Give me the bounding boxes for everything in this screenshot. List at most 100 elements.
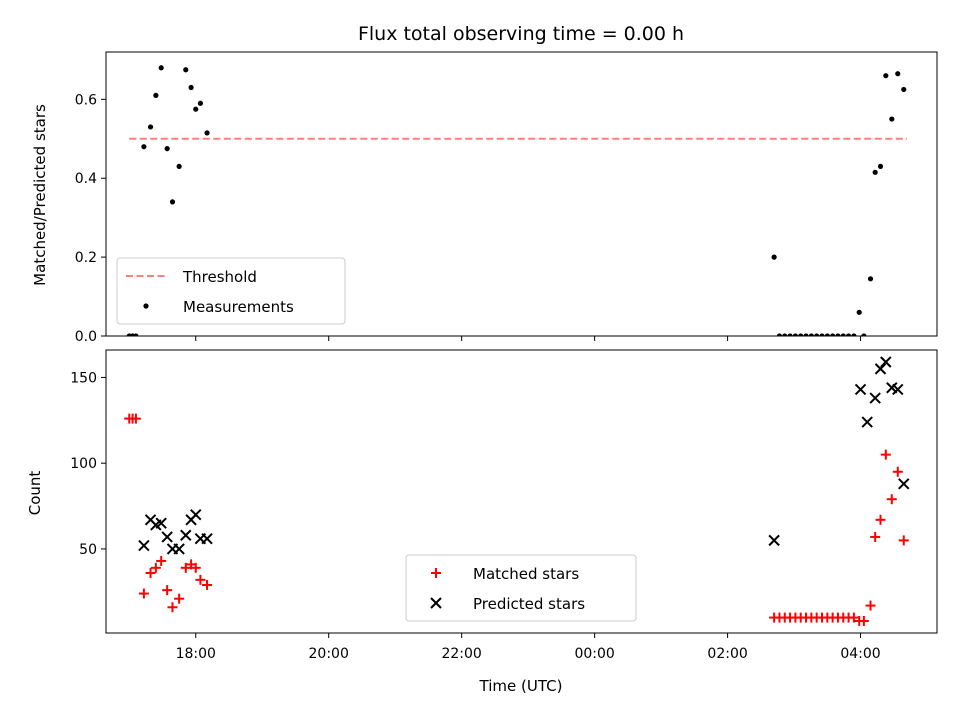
x-axis-label: Time (UTC): [479, 677, 563, 695]
predicted-star-point: [161, 531, 173, 543]
measurement-point: [835, 333, 841, 336]
matched-star-point: [130, 413, 141, 424]
bottom-axes-frame: [105, 349, 938, 634]
bottom-legend-box: [405, 554, 637, 622]
predicted-star-point: [898, 478, 910, 490]
top-axes-frame: [105, 51, 938, 337]
measurement-point: [787, 333, 793, 336]
measurement-point: [877, 163, 884, 169]
matched-star-point: [195, 574, 206, 585]
measurement-point: [771, 254, 777, 260]
measurement-point: [158, 65, 164, 71]
x-b: [173, 543, 185, 555]
measurement-point: [814, 333, 820, 336]
measurement-point: [840, 333, 846, 336]
matched-star-point: [190, 562, 201, 573]
bottom-legend: Matched stars Predicted stars: [405, 554, 637, 622]
measurement-point: [830, 333, 836, 336]
matched-star-point: [202, 579, 213, 590]
matched-star-point: [886, 494, 897, 505]
x-b: [854, 383, 867, 396]
bottom-y-tick-label: 100: [70, 456, 97, 472]
top-plot-area: 0.0 0.2 0.4 0.6 Threshold Measurements: [75, 51, 938, 345]
predicted-star-point: [869, 392, 881, 404]
x-tick-label: 22:00: [441, 646, 481, 662]
measurement-point: [176, 163, 182, 169]
matched-star-point: [870, 531, 881, 542]
top-y-tick-label: 0.6: [75, 92, 97, 108]
x-b: [880, 356, 892, 368]
x-b: [180, 529, 192, 541]
measurement-point: [204, 130, 210, 136]
matched-star-point: [167, 602, 178, 613]
predicted-star-point: [854, 383, 867, 396]
matched-star-point: [880, 449, 891, 460]
chart-title: Flux total observing time = 0.00 h: [358, 23, 684, 45]
measurement-point: [867, 276, 874, 282]
measurement-point: [861, 333, 867, 336]
bottom-panel: 50 100 150 18:00 20:00 22:00 00:00 02:00 04:00 Ma…: [26, 349, 938, 695]
bottom-plot-area: 50 100 150 18:00 20:00 22:00 00:00 02:00 04:00 Ma…: [70, 349, 938, 662]
x-tick-label: 20:00: [309, 646, 349, 662]
matched-star-point: [858, 615, 869, 626]
measurement-point: [851, 333, 857, 336]
predicted-star-point: [892, 383, 904, 396]
measurement-point: [803, 333, 809, 336]
x-b: [155, 517, 167, 529]
measurement-point: [889, 116, 895, 122]
measurement-point: [141, 144, 147, 150]
predicted-star-point: [138, 539, 150, 552]
measurement-point: [188, 84, 194, 91]
measurement-point: [895, 71, 901, 77]
x-tick-label: 02:00: [707, 646, 747, 662]
measurement-point: [183, 67, 189, 73]
predicted-star-point: [190, 508, 202, 521]
measurement-point: [164, 146, 170, 152]
x-b: [768, 534, 780, 547]
predicted-star-point: [768, 534, 780, 547]
top-legend: Threshold Measurements: [116, 257, 346, 325]
x-b: [874, 363, 887, 375]
matched-star-point: [180, 562, 191, 573]
bottom-y-axis-label: Count: [26, 471, 44, 516]
measurement-point: [782, 333, 788, 336]
matched-star-point: [150, 562, 161, 573]
measurement-point: [776, 333, 783, 336]
predicted-legend-label: Predicted stars: [473, 595, 585, 613]
predicted-star-point: [173, 543, 185, 555]
x-b: [869, 392, 881, 404]
measurement-point: [901, 86, 907, 93]
predicted-star-point: [861, 416, 873, 428]
x-b: [430, 597, 442, 609]
matched-star-point: [892, 466, 903, 477]
measurement-point: [883, 73, 889, 79]
measurement-point: [153, 92, 159, 98]
x-b: [190, 508, 202, 521]
measurement-point: [824, 333, 830, 336]
x-b: [144, 514, 157, 526]
measurement-point: [792, 333, 798, 336]
x-b: [886, 382, 898, 394]
matched-star-point: [865, 600, 876, 611]
matched-star-point: [174, 593, 185, 604]
measurement-point: [845, 333, 852, 336]
predicted-star-point: [874, 363, 887, 375]
matched-star-point: [145, 567, 156, 578]
measurements-legend-label: Measurements: [183, 298, 294, 316]
top-panel: 0.0 0.2 0.4 0.6 Threshold Measurements Matche…: [31, 51, 938, 345]
x-b: [892, 383, 904, 396]
matched-star-point: [156, 555, 167, 566]
x-b: [898, 478, 910, 490]
measurement-point: [819, 333, 825, 336]
matched-star-point: [162, 585, 173, 596]
predicted-star-point: [155, 517, 167, 529]
x-b: [138, 539, 150, 552]
measurement-point: [147, 124, 154, 130]
measurement-point: [872, 169, 878, 175]
predicted-star-point: [201, 532, 213, 545]
matched-star-point: [898, 535, 909, 546]
bottom-y-tick-label: 50: [79, 542, 97, 558]
predicted-star-point: [880, 356, 892, 368]
